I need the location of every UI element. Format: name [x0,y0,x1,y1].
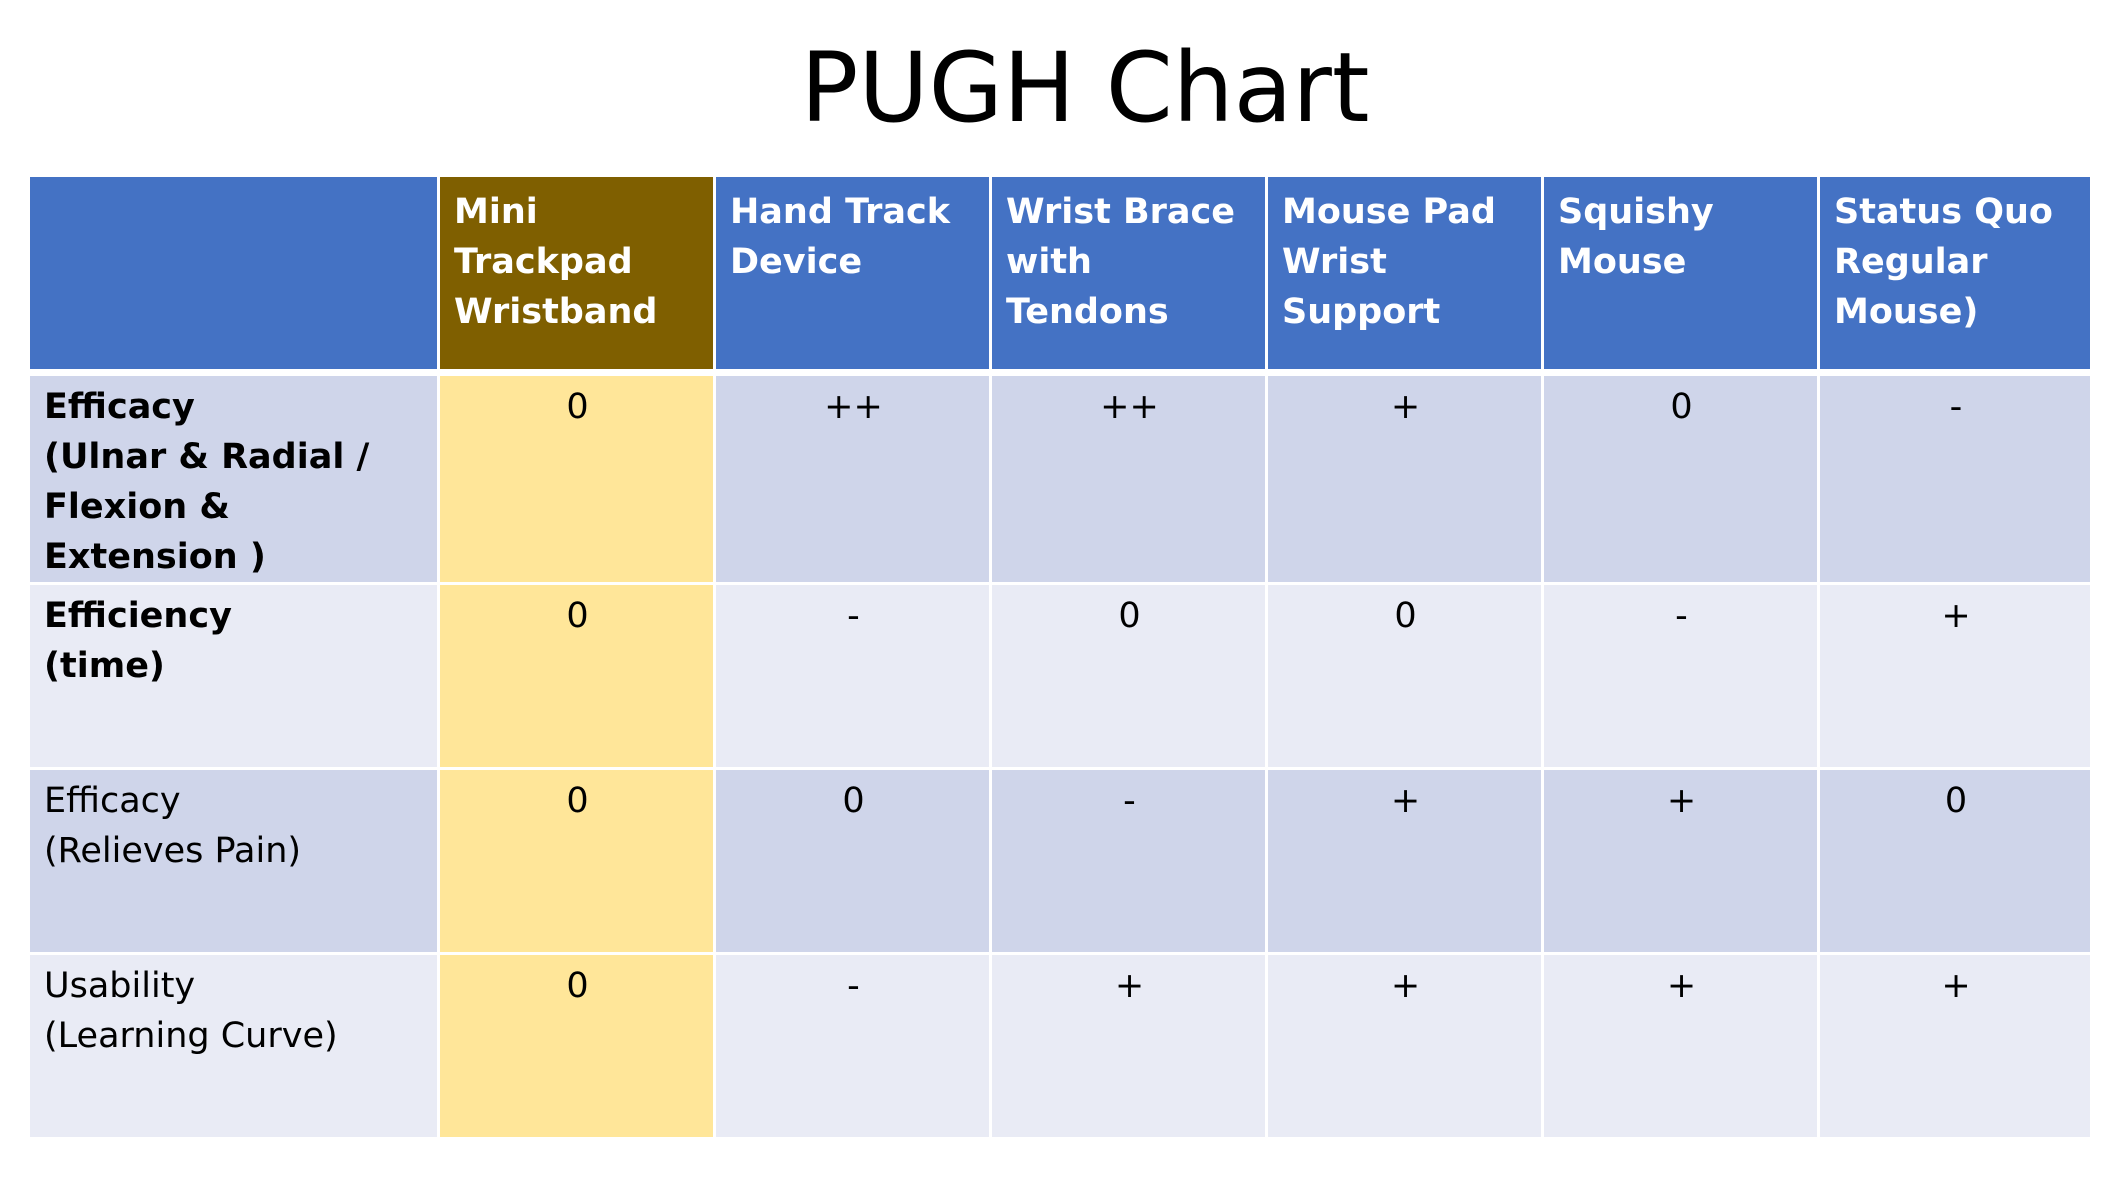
score-cell: 0 [713,767,992,955]
header-wrist-brace-with-tendons: Wrist Brace with Tendons [989,174,1268,376]
criterion-cell: Efficacy (Ulnar & Radial / Flexion & Ext… [27,371,440,585]
header-mouse-pad-wrist-support: Mouse Pad Wrist Support [1265,174,1544,376]
header-line: Squishy [1558,192,1714,232]
criterion-name: Efficacy [44,781,181,821]
header-corner-cell [27,174,440,376]
header-line: Status Quo [1834,192,2053,232]
score-cell: 0 [1541,371,1820,585]
criterion-detail: (Relieves Pain) [44,831,302,871]
score-cell: - [713,582,992,770]
header-line: Hand Track [730,192,950,232]
table-row-efficiency-time: Efficiency (time) 0 - 0 0 - + [27,582,2093,770]
pugh-table: Mini Trackpad Wristband Hand Track Devic… [27,174,2093,1140]
header-squishy-mouse: Squishy Mouse [1541,174,1820,376]
score-cell: - [713,952,992,1140]
criterion-name: Efficiency [44,596,232,636]
header-line: Trackpad [454,242,633,282]
score-cell: 0 [1817,767,2093,955]
score-cell: + [1265,952,1544,1140]
score-cell: 0 [989,582,1268,770]
score-cell: 0 [437,952,716,1140]
score-cell: + [1265,767,1544,955]
criterion-detail: (Ulnar & Radial / [44,437,370,477]
header-line: Mouse [1558,242,1687,282]
header-line: Mini [454,192,538,232]
table-row-efficacy-ulnar-radial: Efficacy (Ulnar & Radial / Flexion & Ext… [27,371,2093,585]
score-cell: + [1817,952,2093,1140]
header-mini-trackpad-wristband: Mini Trackpad Wristband [437,174,716,376]
score-cell: + [989,952,1268,1140]
score-cell: ++ [989,371,1268,585]
table-row-efficacy-relieves-pain: Efficacy (Relieves Pain) 0 0 - + + 0 [27,767,2093,955]
header-line: Wrist Support [1282,242,1441,332]
score-cell: + [1541,952,1820,1140]
criterion-name: Usability [44,966,196,1006]
score-cell: - [1541,582,1820,770]
criterion-detail: (Learning Curve) [44,1016,338,1056]
header-row: Mini Trackpad Wristband Hand Track Devic… [27,174,2093,376]
header-line: Device [730,242,863,282]
score-cell: + [1541,767,1820,955]
score-cell: ++ [713,371,992,585]
slide-title: PUGH Chart [800,32,1370,144]
header-line: Mouse Pad [1282,192,1496,232]
criterion-detail: Flexion & Extension ) [44,487,266,577]
score-cell: + [1265,371,1544,585]
score-cell: + [1817,582,2093,770]
criterion-name: Efficacy [44,387,195,427]
score-cell: 0 [437,582,716,770]
criterion-detail: (time) [44,646,165,686]
header-line: Wristband [454,292,658,332]
header-hand-track-device: Hand Track Device [713,174,992,376]
score-cell: 0 [437,371,716,585]
score-cell: 0 [437,767,716,955]
score-cell: - [989,767,1268,955]
table-row-usability-learning-curve: Usability (Learning Curve) 0 - + + + + [27,952,2093,1140]
score-cell: - [1817,371,2093,585]
score-cell: 0 [1265,582,1544,770]
criterion-cell: Efficacy (Relieves Pain) [27,767,440,955]
criterion-cell: Efficiency (time) [27,582,440,770]
header-status-quo-regular-mouse: Status Quo Regular Mouse) [1817,174,2093,376]
header-line: Wrist Brace [1006,192,1236,232]
header-line: Mouse) [1834,292,1979,332]
header-line: Regular [1834,242,1988,282]
header-line: with Tendons [1006,242,1169,332]
criterion-cell: Usability (Learning Curve) [27,952,440,1140]
